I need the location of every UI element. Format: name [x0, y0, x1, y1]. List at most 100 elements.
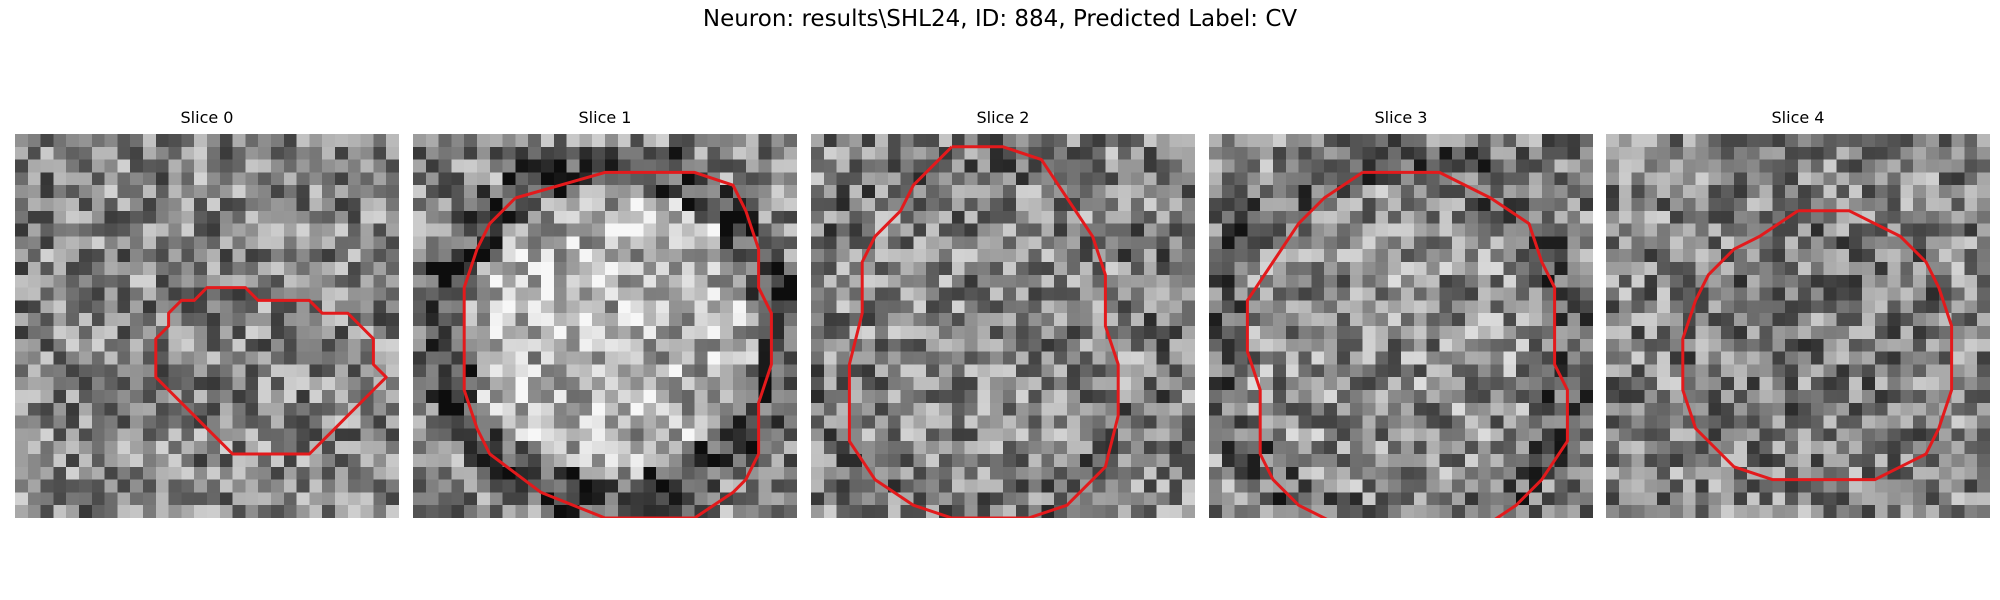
pixel-cell: [579, 466, 593, 480]
pixel-cell: [1503, 185, 1517, 199]
pixel-cell: [1401, 185, 1415, 199]
pixel-cell: [1079, 377, 1093, 391]
pixel-cell: [784, 492, 797, 506]
pixel-cell: [1887, 159, 1901, 173]
pixel-cell: [1131, 300, 1145, 314]
pixel-cell: [951, 390, 965, 404]
pixel-cell: [1798, 134, 1812, 148]
pixel-cell: [1247, 185, 1261, 199]
pixel-cell: [91, 390, 105, 404]
pixel-cell: [1810, 338, 1824, 352]
pixel-cell: [1836, 364, 1850, 378]
pixel-cell: [1606, 287, 1620, 301]
pixel-cell: [1079, 364, 1093, 378]
pixel-cell: [1977, 492, 1990, 506]
pixel-cell: [1900, 134, 1914, 148]
pixel-cell: [566, 313, 580, 327]
pixel-cell: [1887, 313, 1901, 327]
pixel-cell: [1247, 479, 1261, 493]
pixel-cell: [926, 492, 940, 506]
pixel-cell: [579, 454, 593, 468]
pixel-cell: [1054, 415, 1068, 429]
pixel-cell: [811, 326, 825, 340]
pixel-cell: [322, 505, 336, 518]
pixel-cell: [656, 466, 670, 480]
pixel-cell: [849, 134, 863, 148]
pixel-cell: [27, 326, 41, 340]
pixel-cell: [990, 364, 1004, 378]
pixel-cell: [1695, 505, 1709, 518]
pixel-cell: [1041, 134, 1055, 148]
pixel-cell: [836, 390, 850, 404]
pixel-cell: [322, 338, 336, 352]
pixel-cell: [951, 505, 965, 518]
pixel-cell: [771, 236, 785, 250]
pixel-cell: [245, 402, 259, 416]
pixel-cell: [477, 466, 491, 480]
pixel-cell: [1644, 198, 1658, 212]
pixel-cell: [1785, 454, 1799, 468]
pixel-cell: [694, 159, 708, 173]
pixel-cell: [1311, 223, 1325, 237]
pixel-cell: [1785, 338, 1799, 352]
pixel-cell: [1169, 364, 1183, 378]
pixel-cell: [219, 262, 233, 276]
pixel-cell: [1092, 300, 1106, 314]
pixel-cell: [66, 223, 80, 237]
pixel-cell: [143, 274, 157, 288]
pixel-cell: [1708, 198, 1722, 212]
pixel-cell: [413, 300, 427, 314]
pixel-cell: [862, 338, 876, 352]
pixel-cell: [27, 351, 41, 365]
pixel-cell: [1221, 287, 1235, 301]
pixel-cell: [1003, 492, 1017, 506]
pixel-cell: [322, 210, 336, 224]
pixel-cell: [1862, 198, 1876, 212]
pixel-cell: [1079, 402, 1093, 416]
pixel-cell: [528, 262, 542, 276]
pixel-cell: [451, 300, 465, 314]
pixel-cell: [990, 185, 1004, 199]
pixel-cell: [1118, 428, 1132, 442]
pixel-cell: [1452, 223, 1466, 237]
pixel-cell: [117, 236, 131, 250]
pixel-cell: [219, 223, 233, 237]
pixel-cell: [232, 134, 246, 148]
pixel-cell: [1503, 146, 1517, 160]
pixel-cell: [232, 300, 246, 314]
pixel-cell: [1041, 454, 1055, 468]
pixel-cell: [1977, 262, 1990, 276]
pixel-cell: [553, 146, 567, 160]
pixel-cell: [1465, 466, 1479, 480]
pixel-cell: [1964, 210, 1978, 224]
pixel-cell: [579, 441, 593, 455]
pixel-cell: [1375, 351, 1389, 365]
pixel-cell: [1003, 415, 1017, 429]
pixel-cell: [643, 479, 657, 493]
pixel-cell: [630, 466, 644, 480]
pixel-cell: [964, 223, 978, 237]
pixel-cell: [1426, 210, 1440, 224]
pixel-cell: [1964, 300, 1978, 314]
pixel-cell: [553, 505, 567, 518]
pixel-cell: [630, 390, 644, 404]
pixel-cell: [168, 505, 182, 518]
pixel-cell: [425, 249, 439, 263]
pixel-cell: [939, 172, 953, 186]
pixel-cell: [836, 415, 850, 429]
pixel-cell: [1887, 428, 1901, 442]
pixel-cell: [1503, 274, 1517, 288]
pixel-cell: [1337, 492, 1351, 506]
pixel-cell: [1041, 466, 1055, 480]
pixel-cell: [1324, 454, 1338, 468]
pixel-cell: [1067, 338, 1081, 352]
pixel-cell: [1657, 262, 1671, 276]
pixel-cell: [79, 377, 93, 391]
pixel-cell: [1951, 492, 1965, 506]
pixel-cell: [849, 390, 863, 404]
pixel-cell: [592, 326, 606, 340]
pixel-cell: [694, 441, 708, 455]
pixel-cell: [784, 364, 797, 378]
pixel-cell: [1567, 351, 1581, 365]
pixel-cell: [1131, 287, 1145, 301]
